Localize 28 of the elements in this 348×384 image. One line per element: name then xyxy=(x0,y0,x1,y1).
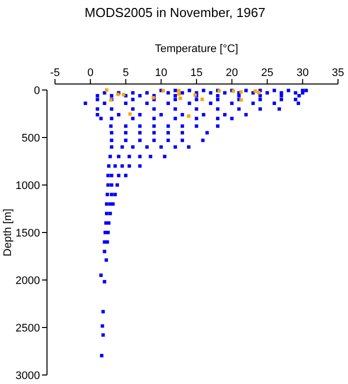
point xyxy=(122,92,126,96)
point xyxy=(104,88,108,92)
y-tick-label: 1500 xyxy=(16,228,40,240)
y-axis-title: Depth [m] xyxy=(2,208,14,256)
x-tick-label: 10 xyxy=(155,67,168,79)
x-tick-label: 35 xyxy=(332,67,344,79)
point xyxy=(200,98,204,102)
y-tick-label: 2500 xyxy=(16,322,40,334)
y-tick-label: 0 xyxy=(34,85,40,97)
y-tick-label: 2000 xyxy=(16,275,40,287)
y-tick-label: 1000 xyxy=(16,180,40,192)
point xyxy=(162,88,165,92)
point xyxy=(187,114,190,118)
y-tick-label: 3000 xyxy=(16,370,40,382)
point xyxy=(178,96,182,100)
x-tick-label: 30 xyxy=(296,67,309,79)
chart-title: MODS2005 in November, 1967 xyxy=(84,5,266,20)
point xyxy=(254,89,257,93)
point xyxy=(177,92,181,96)
x-tick-label: 5 xyxy=(122,67,129,79)
point xyxy=(177,88,181,92)
x-tick-label: 0 xyxy=(87,67,94,79)
x-tick-label: 25 xyxy=(261,67,274,79)
x-tick-label: 15 xyxy=(190,67,203,79)
x-tick-label: 20 xyxy=(226,67,238,79)
y-tick-label: 500 xyxy=(22,132,40,144)
x-axis-title: Temperature [°C] xyxy=(154,43,238,55)
x-tick-label: -5 xyxy=(50,67,60,79)
